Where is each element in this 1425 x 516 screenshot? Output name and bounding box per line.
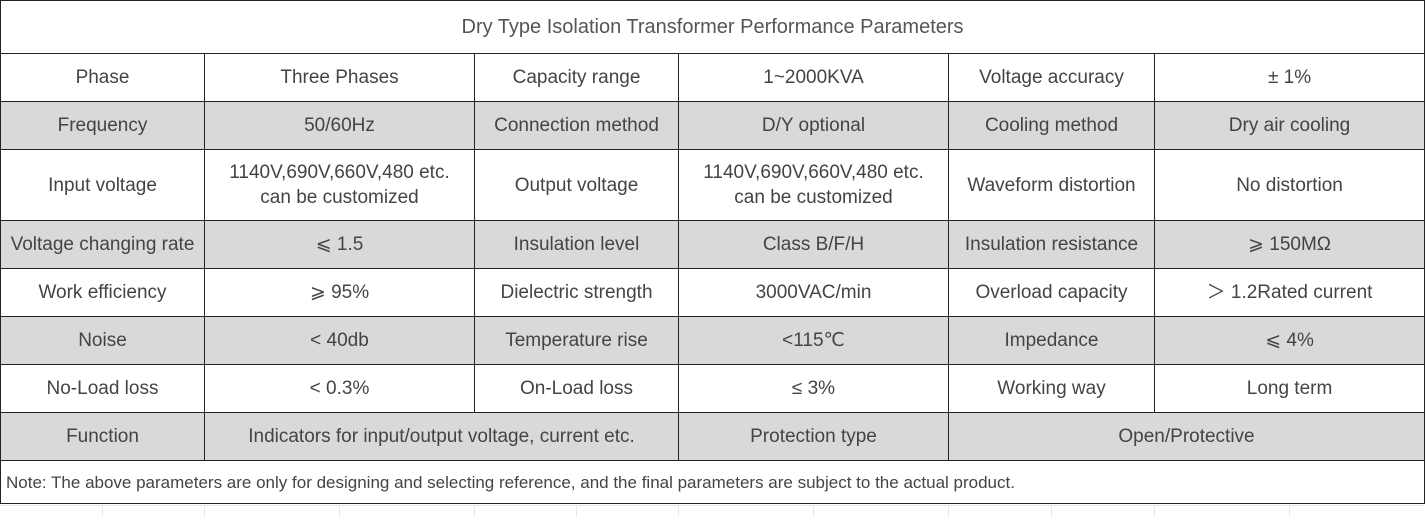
param-label: On-Load loss (474, 364, 679, 413)
table-row: Function Indicators for input/output vol… (0, 412, 1425, 461)
param-label: Input voltage (0, 149, 205, 221)
param-label: Work efficiency (0, 268, 205, 317)
param-label: Connection method (474, 101, 679, 150)
param-label: Output voltage (474, 149, 679, 221)
param-label: Impedance (948, 316, 1155, 365)
table-row: Input voltage 1140V,690V,660V,480 etc. c… (0, 149, 1425, 221)
param-value-line: can be customized (734, 187, 893, 208)
param-label: Waveform distortion (948, 149, 1155, 221)
table-title: Dry Type Isolation Transformer Performan… (0, 0, 1425, 54)
param-label: Dielectric strength (474, 268, 679, 317)
param-value: <115℃ (678, 316, 949, 365)
param-label: Protection type (678, 412, 949, 461)
note-row: Note: The above parameters are only for … (0, 460, 1425, 504)
param-label: Temperature rise (474, 316, 679, 365)
param-value: 1140V,690V,660V,480 etc. can be customiz… (678, 149, 949, 221)
param-value: ⩾ 95% (204, 268, 475, 317)
param-value: ± 1% (1153, 53, 1425, 102)
table-note: Note: The above parameters are only for … (0, 460, 1425, 504)
param-label: Function (0, 412, 205, 461)
param-value: Long term (1153, 364, 1425, 413)
param-value: 1~2000KVA (678, 53, 949, 102)
table-row: Phase Three Phases Capacity range 1~2000… (0, 53, 1425, 102)
param-label: Phase (0, 53, 205, 102)
param-label: Voltage changing rate (0, 220, 205, 269)
param-value: ＞ 1.2Rated current (1153, 268, 1425, 317)
param-value: 3000VAC/min (678, 268, 949, 317)
table-row: Work efficiency ⩾ 95% Dielectric strengt… (0, 268, 1425, 317)
table-title-row: Dry Type Isolation Transformer Performan… (0, 0, 1425, 54)
bottom-grid-strip (0, 505, 1424, 516)
param-value: ⩽ 1.5 (204, 220, 475, 269)
param-label: Insulation level (474, 220, 679, 269)
param-value-line: 1140V,690V,660V,480 etc. (703, 162, 924, 183)
param-value: ≤ 3% (678, 364, 949, 413)
param-value: < 0.3% (204, 364, 475, 413)
param-value: Three Phases (204, 53, 475, 102)
param-value: Dry air cooling (1153, 101, 1425, 150)
param-value: < 40db (204, 316, 475, 365)
table-row: Noise < 40db Temperature rise <115℃ Impe… (0, 316, 1425, 365)
param-label: Cooling method (948, 101, 1155, 150)
param-value: 50/60Hz (204, 101, 475, 150)
param-label: Overload capacity (948, 268, 1155, 317)
param-value-line: 1140V,690V,660V,480 etc. (229, 162, 450, 183)
param-label: Capacity range (474, 53, 679, 102)
param-label: Working way (948, 364, 1155, 413)
param-value-line: can be customized (260, 187, 419, 208)
spec-table: Dry Type Isolation Transformer Performan… (0, 0, 1425, 504)
param-label: Noise (0, 316, 205, 365)
table-row: No-Load loss < 0.3% On-Load loss ≤ 3% Wo… (0, 364, 1425, 413)
param-label: Voltage accuracy (948, 53, 1155, 102)
param-label: Insulation resistance (948, 220, 1155, 269)
param-value: 1140V,690V,660V,480 etc. can be customiz… (204, 149, 475, 221)
table-row: Frequency 50/60Hz Connection method D/Y … (0, 101, 1425, 150)
param-value: Class B/F/H (678, 220, 949, 269)
param-value: ⩽ 4% (1153, 316, 1425, 365)
param-value: D/Y optional (678, 101, 949, 150)
table-row: Voltage changing rate ⩽ 1.5 Insulation l… (0, 220, 1425, 269)
param-label: Frequency (0, 101, 205, 150)
param-value: Indicators for input/output voltage, cur… (204, 412, 679, 461)
param-value: ⩾ 150MΩ (1153, 220, 1425, 269)
param-label: No-Load loss (0, 364, 205, 413)
param-value: Open/Protective (947, 412, 1425, 461)
param-value: No distortion (1153, 149, 1425, 221)
